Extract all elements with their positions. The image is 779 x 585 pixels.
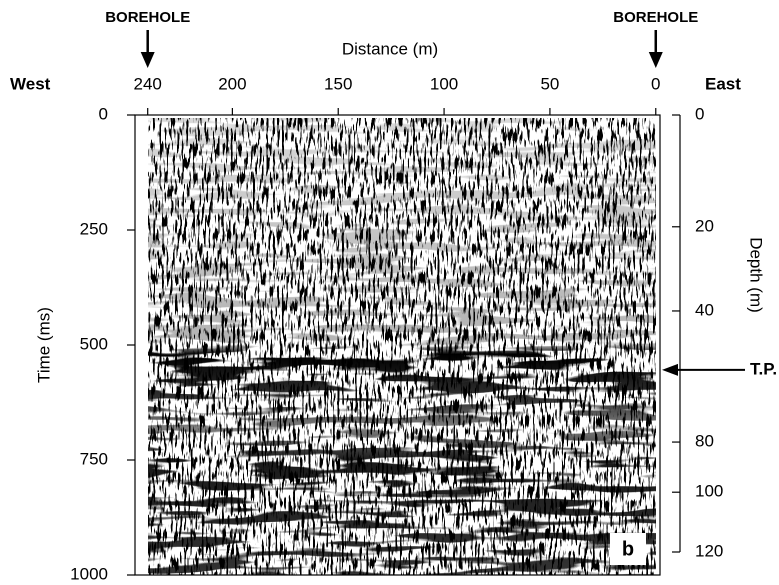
y2-tick-label: 80: [695, 432, 714, 451]
borehole-arrowhead: [648, 52, 663, 68]
y2-tick-label: 40: [695, 300, 714, 319]
y-axis-label: Time (ms): [34, 307, 53, 383]
x-tick-label: 200: [218, 74, 246, 93]
x-tick-label: 100: [430, 74, 458, 93]
x-tick-label: 50: [540, 74, 559, 93]
x-tick-label: 150: [324, 74, 352, 93]
y2-tick-label: 100: [695, 482, 723, 501]
y2-tick-label: 20: [695, 216, 714, 235]
y2-tick-label: 120: [695, 541, 723, 560]
seismic-image: [134, 114, 661, 576]
tp-label: T.P.: [750, 359, 777, 378]
borehole-arrowhead: [140, 52, 155, 68]
y-tick-label: 250: [80, 219, 108, 238]
x-tick-label: 0: [651, 74, 660, 93]
panel-label: b: [622, 538, 634, 560]
y2-tick-label: 0: [695, 104, 704, 123]
y2-axis-label: Depth (m): [747, 237, 766, 313]
y-tick-label: 750: [80, 449, 108, 468]
y-tick-label: 0: [99, 104, 108, 123]
y-tick-label: 500: [80, 334, 108, 353]
east-label: East: [705, 74, 741, 93]
panel-label-box: [610, 533, 646, 565]
borehole-label: BOREHOLE: [105, 9, 190, 26]
x-axis-label: Distance (m): [342, 39, 438, 58]
x-tick-label: 240: [134, 74, 162, 93]
y-tick-label: 1000: [70, 564, 108, 580]
west-label: West: [10, 74, 51, 93]
tp-arrowhead: [662, 363, 678, 376]
borehole-label: BOREHOLE: [613, 9, 698, 26]
